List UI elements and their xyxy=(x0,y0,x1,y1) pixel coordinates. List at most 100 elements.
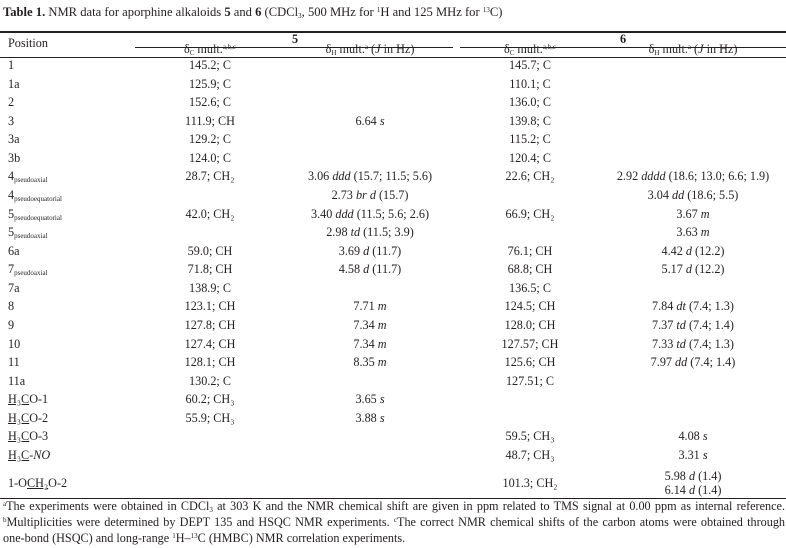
footnote-sub: 3 xyxy=(209,506,213,514)
position-cell: 3b xyxy=(8,151,20,165)
header-j: J xyxy=(375,42,381,56)
dh-5-cell: 3.69 d (11.7) xyxy=(280,244,460,258)
table-row: 5pseudoequatorial 42.0; CH₂ 66.9; CH₂ 3.40 … xyxy=(0,206,786,222)
multiplicity: m xyxy=(700,225,710,240)
position-text: 11a xyxy=(8,373,26,388)
dc-6-cell: 59.5; CH₃ xyxy=(505,429,555,444)
dc-5-cell: 130.2; C xyxy=(189,373,231,388)
dh-5-cell: 7.71 m xyxy=(280,299,460,313)
dc-6-cell: 76.1; CH xyxy=(507,243,553,258)
multiplicity: d xyxy=(363,262,370,277)
position-cell: 5pseudoaxial xyxy=(8,225,48,240)
table-row: H₃C-NO 48.7; CH₃ 3.31 s xyxy=(0,448,786,462)
shift-value: 7.34 xyxy=(353,317,375,332)
multiplicity: m xyxy=(377,355,387,370)
footnote-text: H– xyxy=(175,530,191,545)
position-cell: 4pseudoequatorial xyxy=(8,188,62,203)
dh-5-cell: 6.64 s xyxy=(280,114,460,128)
multiplicity: br d xyxy=(355,187,376,202)
header-sub: C xyxy=(189,49,195,57)
header-text: ( xyxy=(691,42,699,56)
position-cell: 8 xyxy=(8,299,14,313)
dc-6-cell: 120.4; C xyxy=(509,150,551,165)
dc-5-cell: 111.9; CH xyxy=(185,113,235,128)
dh-6-cell: 5.98 d (1.4) xyxy=(600,469,786,483)
position-underlined: H₃C xyxy=(8,429,30,444)
dc-6-cell: 145.7; C xyxy=(509,58,551,72)
footnote-text: C (HMBC) NMR correlation experiments. xyxy=(197,530,406,545)
shift-value: 7.34 xyxy=(353,336,375,351)
coupling-constants: (11.7) xyxy=(372,243,402,258)
table-row: 1-OCH₂O-2 101.3; CH₂ 5.98 d (1.4) 6.14 d (1… xyxy=(0,469,786,497)
dh-5-cell: 3.40 ddd (11.5; 5.6; 2.6) xyxy=(280,207,460,221)
position-cell: 7a xyxy=(8,281,20,295)
dc-6-cell: 127.51; C xyxy=(505,373,555,388)
header-compound-6: 6 xyxy=(619,32,627,46)
dc-5-cell: 138.9; C xyxy=(189,280,231,295)
table-row: 11 128.1; CH 125.6; CH 8.35 m 7.97 dd (7.4; … xyxy=(0,355,786,369)
multiplicity: td xyxy=(350,225,361,240)
shift-value: 3.67 xyxy=(676,206,698,221)
header-position: Position xyxy=(8,36,48,50)
table-row: 8 123.1; CH 124.5; CH 7.71 m 7.84 dt (7.4; 1… xyxy=(0,299,786,313)
header-j: J xyxy=(698,42,704,56)
position-text: 1a xyxy=(8,76,20,91)
multiplicity: s xyxy=(702,429,708,444)
compound-6-rule xyxy=(460,47,786,48)
position-underlined: H₃C xyxy=(8,447,30,462)
coupling-constants: (11.7) xyxy=(372,262,402,277)
coupling-constants: (12.2) xyxy=(695,262,725,277)
multiplicity: s xyxy=(702,447,708,462)
coupling-constants: (1.4) xyxy=(698,469,722,484)
position-cell: 11 xyxy=(8,355,20,369)
position-cell: H₃CO-2 xyxy=(8,411,48,425)
dc-6-cell: 22.6; CH₂ xyxy=(505,169,555,184)
footnote-text: at 303 K and the NMR chemical shift are … xyxy=(212,499,785,513)
position-text: 6a xyxy=(8,243,20,258)
position-cell: 1a xyxy=(8,77,20,91)
position-cell: 9 xyxy=(8,318,14,332)
shift-value: 8.35 xyxy=(353,355,375,370)
header-rule xyxy=(0,57,786,58)
shift-value: 5.98 xyxy=(664,469,686,484)
dh-6-cell: 3.31 s xyxy=(600,448,786,462)
table-row: 7a 138.9; C 136.5; C xyxy=(0,281,786,295)
dc-5-cell: 28.7; CH₂ xyxy=(185,169,235,184)
dc-5-cell: 127.8; CH xyxy=(184,317,236,332)
multiplicity: d xyxy=(685,243,692,258)
shift-value: 3.69 xyxy=(338,243,361,258)
position-text: 4 xyxy=(8,169,15,184)
dh-5-cell: 2.73 br d (15.7) xyxy=(280,188,460,202)
table-row: 4pseudoaxial 28.7; CH₂ 22.6; CH₂ 3.06 ddd (… xyxy=(0,169,786,185)
dc-5-cell: 123.1; CH xyxy=(184,299,236,314)
coupling-constants: (7.4; 1.4) xyxy=(688,317,734,332)
position-sub: pseudoaxial xyxy=(14,176,48,185)
multiplicity: m xyxy=(377,299,387,314)
dc-5-cell: 59.0; CH xyxy=(187,243,233,258)
dc-5-cell: 128.1; CH xyxy=(184,355,236,370)
dh-5-cell: 3.65 s xyxy=(280,392,460,406)
shift-value: 7.37 xyxy=(652,317,674,332)
dc-6-cell: 68.8; CH xyxy=(507,262,553,277)
shift-value: 6.64 xyxy=(355,113,377,128)
position-sub: pseudoaxial xyxy=(14,269,48,278)
caption-sup: 13 xyxy=(482,6,490,14)
multiplicity: dddd xyxy=(641,169,666,184)
coupling-constants: (11.5; 3.9) xyxy=(363,225,414,240)
dc-6-cell: 128.0; CH xyxy=(504,317,556,332)
table-row: 9 127.8; CH 128.0; CH 7.34 m 7.37 td (7.4; 1… xyxy=(0,318,786,332)
shift-value: 6.14 xyxy=(664,483,686,498)
table-row: 3b 124.0; C 120.4; C xyxy=(0,151,786,165)
delta-symbol: δ xyxy=(325,42,332,56)
caption-sup: 1 xyxy=(376,6,381,14)
bottom-rule xyxy=(0,497,786,499)
compound-5-rule xyxy=(135,47,453,48)
position-cell: 11a xyxy=(8,374,25,388)
table-row: 10 127.4; CH 127.57; CH 7.34 m 7.33 td (7.4;… xyxy=(0,337,786,351)
shift-value: 7.84 xyxy=(652,299,674,314)
table-row: 4pseudoequatorial 2.73 br d (15.7) 3.04 dd… xyxy=(0,188,786,203)
multiplicity: dt xyxy=(676,299,686,314)
footnote-mark: c xyxy=(393,515,397,524)
dh-6-cell: 6.14 d (1.4) xyxy=(600,483,786,497)
multiplicity: dd xyxy=(675,355,688,370)
